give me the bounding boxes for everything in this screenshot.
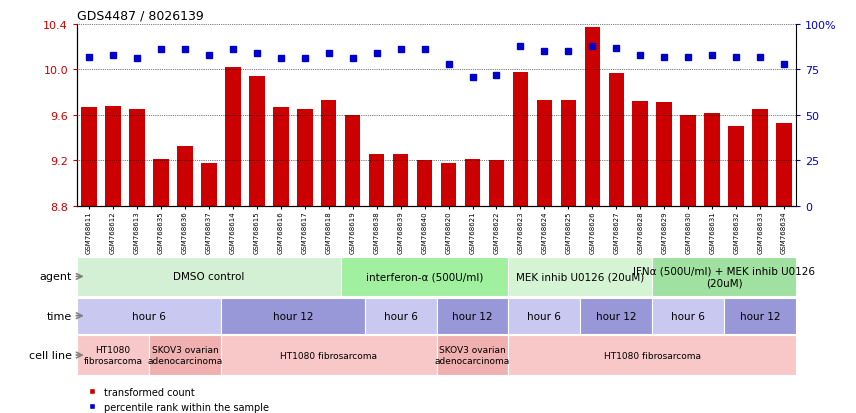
Text: IFNα (500U/ml) + MEK inhib U0126
(20uM): IFNα (500U/ml) + MEK inhib U0126 (20uM) bbox=[633, 266, 815, 287]
Text: MEK inhib U0126 (20uM): MEK inhib U0126 (20uM) bbox=[516, 272, 645, 282]
Bar bbox=[724, 298, 796, 334]
Legend: transformed count, percentile rank within the sample: transformed count, percentile rank withi… bbox=[82, 387, 270, 412]
Text: hour 6: hour 6 bbox=[132, 311, 166, 321]
Text: HT1080
fibrosarcoma: HT1080 fibrosarcoma bbox=[84, 346, 142, 365]
Bar bbox=[508, 335, 796, 375]
Bar bbox=[437, 298, 508, 334]
Text: hour 12: hour 12 bbox=[740, 311, 781, 321]
Bar bbox=[221, 298, 365, 334]
Text: hour 12: hour 12 bbox=[272, 311, 313, 321]
Bar bbox=[508, 298, 580, 334]
Bar bbox=[752, 110, 768, 206]
Bar bbox=[681, 116, 696, 206]
Bar bbox=[81, 108, 97, 206]
Bar bbox=[417, 161, 432, 206]
Bar bbox=[77, 335, 149, 375]
Bar bbox=[77, 257, 341, 297]
Bar bbox=[149, 335, 221, 375]
Bar bbox=[273, 108, 288, 206]
Bar bbox=[776, 123, 792, 206]
Bar bbox=[365, 298, 437, 334]
Text: time: time bbox=[47, 311, 72, 321]
Text: HT1080 fibrosarcoma: HT1080 fibrosarcoma bbox=[603, 351, 701, 360]
Bar bbox=[728, 127, 744, 206]
Bar bbox=[633, 102, 648, 206]
Bar bbox=[177, 146, 193, 206]
Bar bbox=[249, 77, 265, 206]
Bar bbox=[489, 161, 504, 206]
Text: cell line: cell line bbox=[29, 350, 72, 360]
Bar bbox=[105, 107, 121, 206]
Text: interferon-α (500U/ml): interferon-α (500U/ml) bbox=[366, 272, 484, 282]
Bar bbox=[437, 335, 508, 375]
Bar bbox=[657, 103, 672, 206]
Bar bbox=[537, 101, 552, 206]
Text: SKOV3 ovarian
adenocarcinoma: SKOV3 ovarian adenocarcinoma bbox=[147, 346, 223, 365]
Bar bbox=[585, 28, 600, 206]
Bar bbox=[609, 74, 624, 206]
Text: hour 12: hour 12 bbox=[452, 311, 493, 321]
Bar bbox=[652, 298, 724, 334]
Bar bbox=[652, 257, 796, 297]
Text: hour 12: hour 12 bbox=[596, 311, 637, 321]
Bar bbox=[393, 154, 408, 206]
Bar bbox=[297, 110, 312, 206]
Bar bbox=[129, 110, 145, 206]
Bar bbox=[341, 257, 508, 297]
Bar bbox=[201, 164, 217, 206]
Bar bbox=[561, 101, 576, 206]
Bar bbox=[441, 164, 456, 206]
Bar bbox=[321, 101, 336, 206]
Text: hour 6: hour 6 bbox=[527, 311, 562, 321]
Bar bbox=[77, 298, 221, 334]
Bar bbox=[580, 298, 652, 334]
Text: hour 6: hour 6 bbox=[383, 311, 418, 321]
Bar bbox=[465, 160, 480, 206]
Text: agent: agent bbox=[40, 272, 72, 282]
Text: SKOV3 ovarian
adenocarcinoma: SKOV3 ovarian adenocarcinoma bbox=[435, 346, 510, 365]
Bar bbox=[225, 68, 241, 206]
Text: hour 6: hour 6 bbox=[671, 311, 705, 321]
Bar bbox=[508, 257, 652, 297]
Bar bbox=[369, 154, 384, 206]
Bar bbox=[704, 114, 720, 206]
Bar bbox=[345, 116, 360, 206]
Bar bbox=[153, 160, 169, 206]
Text: GDS4487 / 8026139: GDS4487 / 8026139 bbox=[77, 9, 204, 22]
Text: DMSO control: DMSO control bbox=[173, 272, 245, 282]
Bar bbox=[513, 72, 528, 206]
Bar bbox=[221, 335, 437, 375]
Text: HT1080 fibrosarcoma: HT1080 fibrosarcoma bbox=[280, 351, 377, 360]
